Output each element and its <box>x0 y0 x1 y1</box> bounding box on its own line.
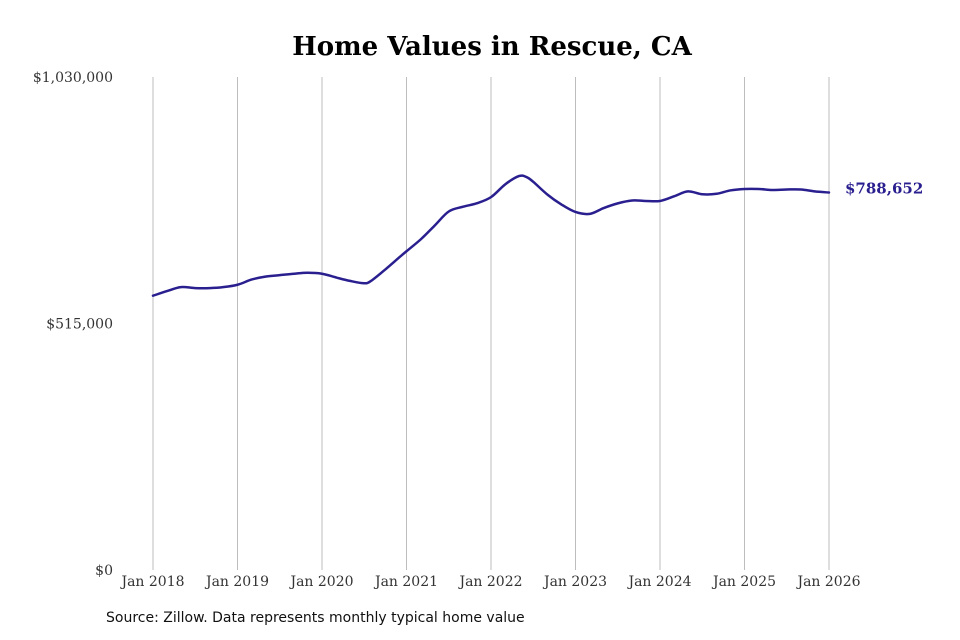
y-tick-label: $1,030,000 <box>33 70 113 86</box>
x-tick-label: Jan 2018 <box>119 574 184 590</box>
x-tick-label: Jan 2024 <box>626 574 691 590</box>
x-tick-label: Jan 2020 <box>288 574 353 590</box>
x-tick-label: Jan 2023 <box>542 574 607 590</box>
x-tick-label: Jan 2021 <box>373 574 438 590</box>
y-axis-ticks: $0 $515,000 $1,030,000 <box>33 70 113 579</box>
x-tick-label: Jan 2019 <box>204 574 269 590</box>
grid-lines <box>152 77 830 570</box>
y-tick-label: $515,000 <box>46 317 113 333</box>
source-note: Source: Zillow. Data represents monthly … <box>106 610 525 626</box>
x-tick-label: Jan 2026 <box>795 574 860 590</box>
series-layer: $788,652 <box>151 174 923 297</box>
x-tick-label: Jan 2022 <box>457 574 522 590</box>
chart-title: Home Values in Rescue, CA <box>292 32 692 62</box>
home-value-series-line <box>151 174 831 297</box>
latest-value-label: $788,652 <box>845 180 923 198</box>
y-tick-label: $0 <box>95 563 113 579</box>
x-axis-ticks: Jan 2018 Jan 2019 Jan 2020 Jan 2021 Jan 2022… <box>119 574 860 590</box>
x-tick-label: Jan 2025 <box>711 574 776 590</box>
